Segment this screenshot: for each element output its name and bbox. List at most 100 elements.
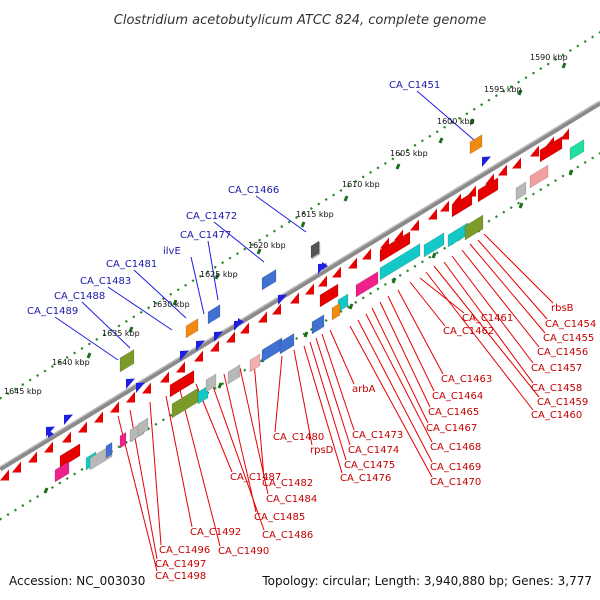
gene-block-grey [137,417,149,437]
forward-gene-label: CA_C1451 [389,80,440,91]
reverse-gene-label: CA_C1463 [441,374,492,385]
outer-tick-dot [324,197,328,201]
inner-tick-dot [420,260,424,264]
forward-gene-label: CA_C1489 [27,306,78,317]
outer-tick-dot [420,139,424,143]
reverse-gene-arrow [305,283,314,295]
forward-gene-block [311,314,325,335]
gene-block-orange [469,134,483,155]
inner-tick-dot [324,318,328,322]
kbp-label: 1600 kbp [437,117,475,126]
reverse-gene-label: CA_C1459 [537,397,588,408]
kbp-label: 1645 kbp [4,387,42,396]
inner-tick-dot [531,192,535,196]
outer-tick-dot [354,179,358,183]
reverse-label-leader [419,277,465,314]
reverse-label-leader [239,367,269,495]
reverse-gene-label: CA_C1461 [462,313,513,324]
gene-block-orange [185,318,199,339]
outer-tick-dot [65,355,69,359]
forward-gene-block [105,441,113,459]
outer-tick-dot [576,44,580,48]
reverse-gene-label: CA_C1487 [230,472,281,483]
major-tick [214,273,220,280]
forward-gene-label: CA_C1466 [228,185,279,196]
outer-tick-dot [591,35,595,39]
reverse-label-leader [303,345,343,474]
outer-tick-dot [457,116,461,120]
outer-tick-dot [213,265,217,269]
reverse-label-leader [165,395,193,528]
outer-tick-dot [583,39,587,44]
reverse-label-leader [469,243,546,334]
outer-tick-dot [221,261,225,265]
outer-tick-dot [36,374,40,378]
kbp-label: 1610 kbp [342,180,380,189]
outer-tick-dot [117,324,121,328]
forward-gene-label: ilvE [163,246,181,257]
reverse-gene-label: arbA [352,384,376,395]
inner-tick-dot [80,467,84,471]
reverse-gene-block [451,192,473,218]
gene-block-orange [331,302,341,321]
reverse-gene-label: CA_C1497 [155,559,206,570]
inner-tick-dot [487,219,491,223]
inner-tick-dot [221,382,225,386]
inner-tick-dot [583,160,587,165]
forward-gene-arrow [278,294,287,305]
inner-tick-dot [213,386,217,390]
inner-tick-dot [435,251,439,255]
gene-block-cyan [379,243,421,281]
forward-gene-block [261,337,283,363]
outer-tick-dot [524,76,528,80]
reverse-gene-label: CA_C1457 [531,363,582,374]
major-tick [343,195,349,202]
reverse-gene-label: CA_C1469 [430,462,481,473]
inner-tick-dot [6,513,10,517]
outer-tick-dot [21,383,25,387]
reverse-gene-label: rbsB [551,303,574,314]
outer-tick-dot [161,297,165,301]
major-tick [517,89,523,96]
reverse-gene-arrow [362,248,371,260]
inner-tick-dot [561,174,565,178]
reverse-gene-label: CA_C1498 [155,571,206,582]
reverse-gene-label: CA_C1486 [262,530,313,541]
forward-label-leader [54,316,119,361]
forward-gene-block [279,333,295,355]
inner-tick-dot [21,504,25,508]
reverse-gene-arrow [160,371,169,383]
reverse-gene-label: rpsD [310,445,334,456]
kbp-label: 1635 kbp [102,329,140,338]
reverse-gene-arrow [12,461,21,473]
outer-tick-dot [369,170,373,174]
inner-tick-dot [0,517,3,521]
outer-tick-dot [568,49,572,53]
reverse-gene-arrow [126,391,135,403]
reverse-gene-arrow [380,237,389,249]
reverse-gene-arrow [44,441,53,453]
outer-tick-dot [539,67,543,71]
gene-block-magenta [355,271,379,298]
gene-block-olive [119,349,135,373]
reverse-gene-label: CA_C1464 [432,391,483,402]
reverse-gene-label: CA_C1482 [262,478,313,489]
kbp-label: 1605 kbp [390,149,428,158]
reverse-label-leader [315,337,351,446]
major-tick [43,487,49,494]
inner-tick-dot [539,188,543,192]
outer-tick-dot [28,378,32,382]
outer-tick-dot [13,387,17,391]
inner-tick-dot [243,368,247,372]
outer-tick-dot [443,125,447,129]
major-tick [518,202,524,209]
major-tick [561,62,567,69]
inner-tick-dot [576,165,580,169]
reverse-gene-label: CA_C1480 [273,432,324,443]
inner-tick-dot [309,328,313,332]
inner-tick-dot [65,476,69,480]
reverse-gene-label: CA_C1462 [443,326,494,337]
outer-tick-dot [309,207,313,211]
kbp-scale-labels: 1590 kbp 1595 kbp 1600 kbp 1605 kbp 1610 kbp… [4,53,568,396]
